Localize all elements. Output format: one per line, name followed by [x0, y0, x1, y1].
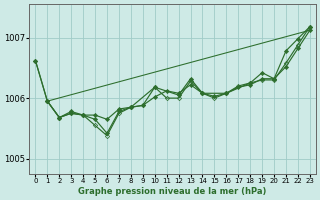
- X-axis label: Graphe pression niveau de la mer (hPa): Graphe pression niveau de la mer (hPa): [78, 187, 267, 196]
